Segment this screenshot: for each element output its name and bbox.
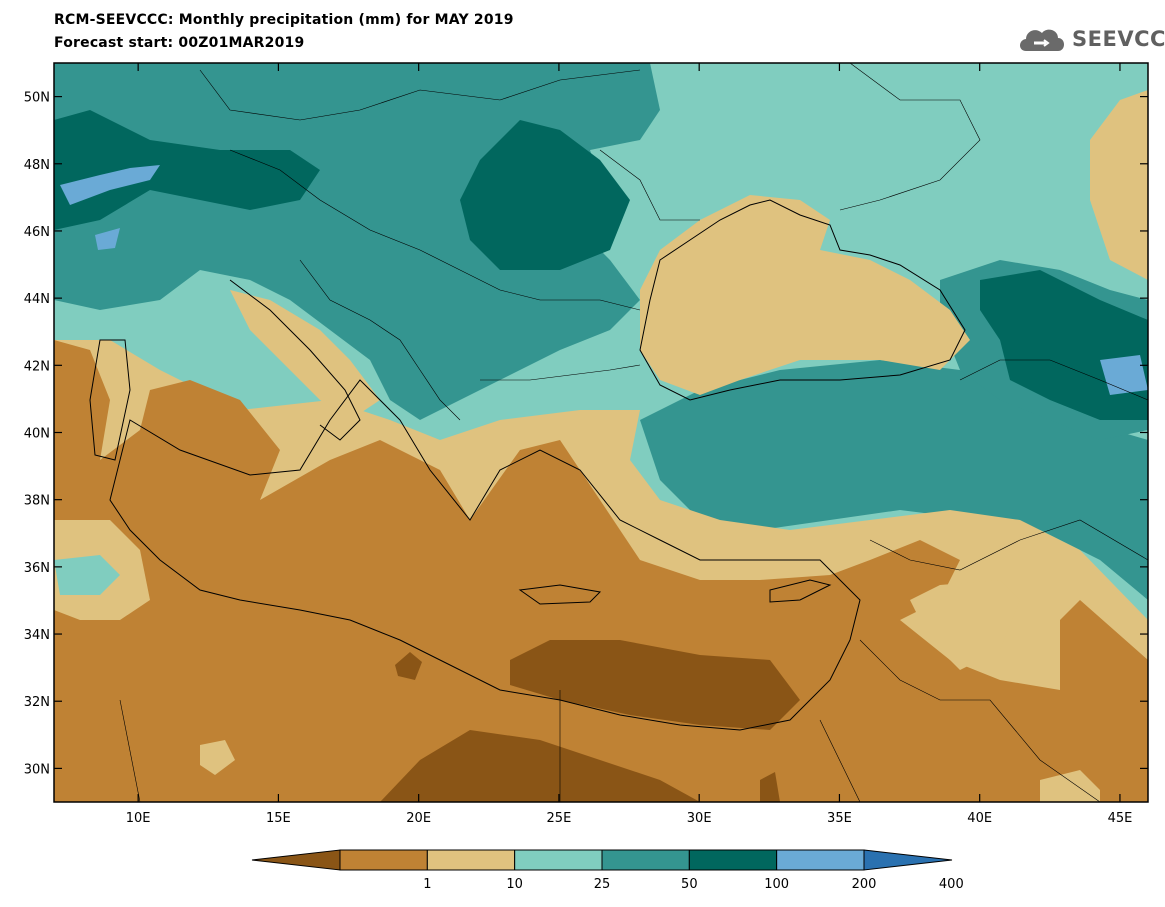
longitude-axis: 10E 15E 20E 25E 30E 35E 40E 45E <box>126 63 1133 826</box>
lat-tick-label: 34N <box>24 628 50 643</box>
border-turkey-syria <box>869 519 1148 571</box>
colorbar-label: 400 <box>939 877 964 892</box>
crete-coast <box>518 584 602 605</box>
colorbar-label: 50 <box>681 877 698 892</box>
country-borders <box>119 63 1148 802</box>
colorbar-label: 200 <box>852 877 877 892</box>
border-ukraine-russia <box>839 63 981 211</box>
lat-tick-label: 38N <box>24 494 50 509</box>
border-caucasus <box>959 359 1148 401</box>
lat-tick-label: 48N <box>24 158 50 173</box>
colorbar: 1 10 25 50 100 200 400 <box>251 849 964 892</box>
colorbar-arrow-low <box>251 849 341 871</box>
precip-band-1-10 <box>54 340 1148 802</box>
colorbar-label: 10 <box>506 877 523 892</box>
lon-tick-label: 25E <box>547 811 572 826</box>
precip-band-25-50-tunisia <box>54 555 120 595</box>
precipitation-field <box>54 63 1148 802</box>
latitude-axis: 50N 48N 46N 44N 42N 40N 38N 36N 34N 32N 30N <box>24 91 1148 777</box>
precip-band-10-25-libya <box>200 740 235 775</box>
border-pannonia <box>229 149 641 311</box>
border-egypt-sudan <box>819 719 861 802</box>
lat-tick-label: 40N <box>24 427 50 442</box>
border-bulgaria <box>480 364 641 381</box>
colorbar-box <box>688 849 778 871</box>
map-title: RCM-SEEVCCC: Monthly precipitation (mm) … <box>54 12 514 28</box>
coastlines <box>89 199 966 731</box>
precip-band-100-200-alps <box>54 110 320 230</box>
colorbar-box <box>339 849 428 871</box>
precip-band-50-100-anatolia <box>640 360 1148 600</box>
cloud-icon <box>1020 29 1064 51</box>
lon-tick-label: 35E <box>827 811 852 826</box>
border-central-europe <box>199 69 641 121</box>
border-balkans <box>299 259 461 421</box>
forecast-start-label: Forecast start: 00Z01MAR2019 <box>54 35 305 51</box>
precip-band-10-25-blacksea <box>640 195 970 395</box>
lon-tick-label: 40E <box>967 811 992 826</box>
seevccc-logo: SEEVCCC <box>1016 22 1165 56</box>
border-arabia <box>859 639 1101 802</box>
lat-tick-label: 46N <box>24 225 50 240</box>
lon-tick-label: 20E <box>406 811 431 826</box>
precip-band-below-1-small <box>395 652 422 680</box>
colorbar-label: 1 <box>423 877 431 892</box>
lon-tick-label: 15E <box>266 811 291 826</box>
colorbar-arrow-high <box>863 849 953 871</box>
lon-tick-label: 45E <box>1108 811 1133 826</box>
precip-band-below-1-libya <box>380 730 700 802</box>
lat-tick-label: 32N <box>24 695 50 710</box>
colorbar-label: 25 <box>594 877 611 892</box>
cyprus-coast <box>769 579 832 603</box>
border-moldova <box>599 149 700 221</box>
precip-band-10-25-northeast <box>1090 90 1148 280</box>
colorbar-box <box>426 849 516 871</box>
precip-band-below-1-sinai <box>760 772 780 802</box>
precip-band-200-400-small <box>95 228 120 250</box>
sardinia-corsica-coast <box>89 339 131 461</box>
lat-tick-label: 30N <box>24 762 50 777</box>
lat-tick-label: 50N <box>24 91 50 106</box>
colorbar-box <box>601 849 690 871</box>
precip-band-10-25-arabia <box>1040 770 1100 802</box>
lon-tick-label: 30E <box>687 811 712 826</box>
italy-coast <box>229 279 361 441</box>
precip-band-10-25-syria <box>910 580 1020 670</box>
precip-band-200-400-alps <box>60 165 160 205</box>
black-sea-coast <box>639 199 966 401</box>
mediterranean-coast <box>109 379 861 731</box>
lat-tick-label: 42N <box>24 359 50 374</box>
lat-tick-label: 44N <box>24 292 50 307</box>
lon-tick-label: 10E <box>126 811 151 826</box>
precip-band-100-200-carpathians <box>460 120 630 270</box>
logo-text: SEEVCCC <box>1072 27 1165 51</box>
lat-tick-label: 36N <box>24 561 50 576</box>
colorbar-label: 100 <box>764 877 789 892</box>
border-tunisia-libya <box>119 699 141 802</box>
colorbar-box <box>776 849 865 871</box>
colorbar-box <box>514 849 603 871</box>
precip-band-below-1-egypt <box>510 640 800 730</box>
